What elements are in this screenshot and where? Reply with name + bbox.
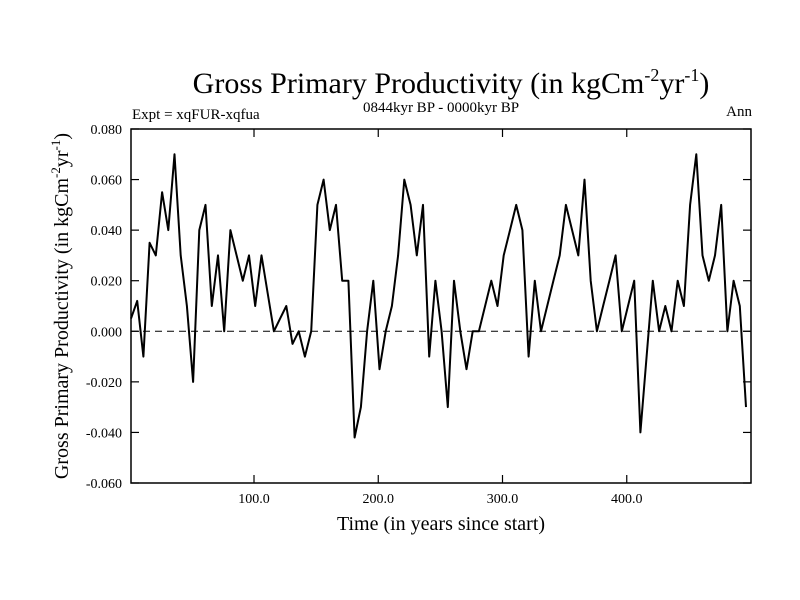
experiment-label: Expt = xqFUR-xqfua (132, 107, 260, 123)
x-tick-label: 200.0 (363, 492, 395, 507)
y-axis-label-end: ) (51, 133, 73, 140)
x-tick-label: 100.0 (238, 492, 270, 507)
y-axis-ticks: -0.060 -0.040 -0.020 0.000 0.020 0.040 0.060 0.… (86, 123, 751, 492)
x-tick-label: 400.0 (611, 492, 643, 507)
chart-title-mid: yr (659, 67, 684, 100)
chart-title-sup2: -1 (684, 65, 699, 85)
y-tick-label: -0.040 (86, 426, 122, 441)
y-tick-label: -0.060 (86, 477, 122, 492)
y-axis-label-mid: yr (51, 150, 73, 167)
y-axis-label-sup1: -2 (48, 167, 63, 178)
chart-title-end: ) (699, 67, 709, 100)
x-axis-ticks: 100.0 200.0 300.0 400.0 (238, 129, 643, 507)
y-axis-label-main: Gross Primary Productivity (in kgCm (51, 178, 73, 480)
y-tick-label: 0.040 (91, 224, 123, 239)
plot-frame (130, 128, 752, 484)
y-tick-label: 0.060 (91, 174, 123, 189)
y-tick-label: 0.020 (91, 275, 123, 290)
chart-title: Gross Primary Productivity (in kgCm-2yr-… (193, 65, 710, 100)
x-tick-label: 300.0 (487, 492, 519, 507)
y-tick-label: 0.080 (91, 123, 123, 138)
x-axis-label: Time (in years since start) (337, 513, 545, 535)
gpp-series-line (130, 153, 747, 439)
y-tick-label: 0.000 (91, 325, 123, 340)
y-axis-label: Gross Primary Productivity (in kgCm-2yr-… (48, 133, 73, 479)
time-range-label: 0844kyr BP - 0000kyr BP (363, 100, 519, 116)
y-axis-label-sup2: -1 (48, 140, 63, 151)
y-tick-label: -0.020 (86, 376, 122, 391)
season-label: Ann (726, 104, 752, 120)
chart-title-main: Gross Primary Productivity (in kgCm (193, 67, 645, 100)
chart-title-sup1: -2 (644, 65, 659, 85)
